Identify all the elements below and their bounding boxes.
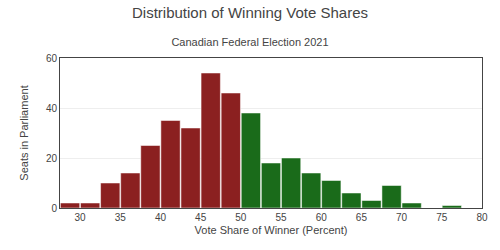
svg-text:40: 40 — [46, 103, 58, 114]
svg-text:75: 75 — [436, 212, 448, 223]
svg-text:50: 50 — [235, 212, 247, 223]
svg-text:60: 60 — [46, 53, 58, 64]
svg-text:30: 30 — [75, 212, 87, 223]
svg-text:45: 45 — [195, 212, 207, 223]
svg-text:55: 55 — [275, 212, 287, 223]
svg-text:40: 40 — [155, 212, 167, 223]
svg-text:Vote Share of Winner (Percent): Vote Share of Winner (Percent) — [195, 224, 348, 236]
svg-text:Canadian Federal Election 2021: Canadian Federal Election 2021 — [171, 36, 328, 48]
svg-text:70: 70 — [396, 212, 408, 223]
svg-text:0: 0 — [51, 203, 57, 214]
svg-text:Distribution of Winning Vote S: Distribution of Winning Vote Shares — [132, 4, 368, 21]
svg-text:80: 80 — [476, 212, 488, 223]
svg-text:Seats in Parliament: Seats in Parliament — [18, 85, 30, 180]
svg-text:60: 60 — [316, 212, 328, 223]
svg-text:35: 35 — [115, 212, 127, 223]
svg-text:20: 20 — [46, 153, 58, 164]
svg-text:65: 65 — [356, 212, 368, 223]
